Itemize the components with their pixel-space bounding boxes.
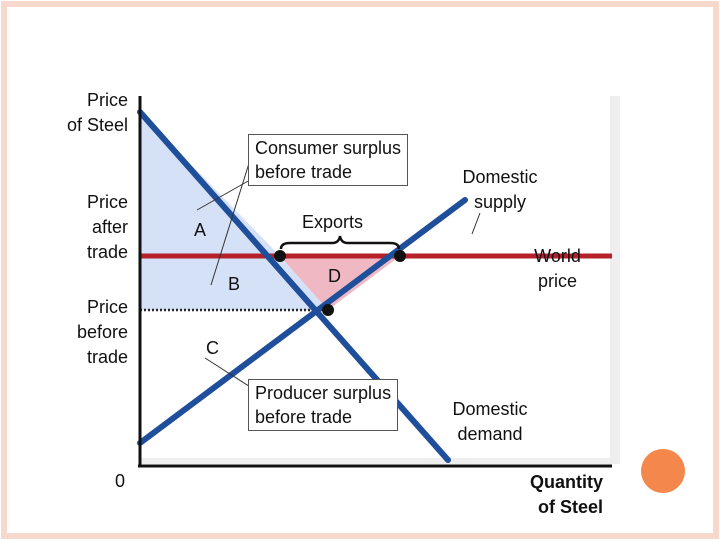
producer-surplus-leader <box>204 357 256 391</box>
consumer-surplus-leader-1 <box>210 159 251 286</box>
producer-surplus-callout-line2: before trade <box>255 407 353 427</box>
area-a-label: A <box>194 220 207 240</box>
world-price-label-line2: price <box>537 271 577 291</box>
price-after-trade-label: Price after trade <box>50 190 128 265</box>
domestic-demand-label-line1: Domestic <box>452 399 528 419</box>
area-b-label: B <box>228 274 241 294</box>
domestic-supply-label-line1: Domestic <box>462 167 538 187</box>
price-before-trade-line2: before <box>76 322 128 342</box>
supply-label-leader <box>471 212 481 235</box>
domestic-demand-label: Domestic demand <box>436 397 544 447</box>
y-axis-label-line1: Price <box>86 90 128 110</box>
world-price-supply-point <box>394 250 406 262</box>
world-price-demand-point <box>274 250 286 262</box>
price-before-trade-line1: Price <box>86 297 128 317</box>
price-after-trade-line1: Price <box>86 192 128 212</box>
price-after-trade-line3: trade <box>86 242 128 262</box>
area-d-label: D <box>328 266 341 286</box>
area-c-label: C <box>206 338 219 358</box>
domestic-supply-label-line2: supply <box>473 192 527 212</box>
consumer-surplus-callout-line2: before trade <box>255 162 353 182</box>
world-price-label-line1: World <box>534 246 581 266</box>
consumer-surplus-leader-2 <box>196 179 251 211</box>
y-axis-label: Price of Steel <box>40 88 128 138</box>
consumer-surplus-callout: Consumer surplus before trade <box>248 134 409 186</box>
domestic-supply-label: Domestic supply <box>445 165 555 215</box>
x-axis-label-line2: of Steel <box>537 497 603 517</box>
domestic-equilibrium-point <box>322 304 334 316</box>
price-after-trade-line2: after <box>91 217 128 237</box>
consumer-surplus-callout-line1: Consumer surplus <box>255 138 402 158</box>
domestic-supply-curve <box>137 197 468 446</box>
decoration-circle <box>641 449 685 493</box>
x-axis-label-line1: Quantity <box>529 472 603 492</box>
price-before-trade-line3: trade <box>86 347 128 367</box>
y-axis-label-line2: of Steel <box>66 115 128 135</box>
price-before-trade-label: Price before trade <box>50 295 128 370</box>
x-axis-label: Quantity of Steel <box>500 470 603 520</box>
origin-label: 0 <box>115 471 126 491</box>
producer-surplus-callout-line1: Producer surplus <box>255 383 392 403</box>
producer-surplus-callout: Producer surplus before trade <box>248 379 399 431</box>
domestic-demand-label-line2: demand <box>457 424 523 444</box>
exports-brace <box>279 235 401 250</box>
exports-label: Exports <box>302 212 364 232</box>
world-price-label: World price <box>515 244 600 294</box>
